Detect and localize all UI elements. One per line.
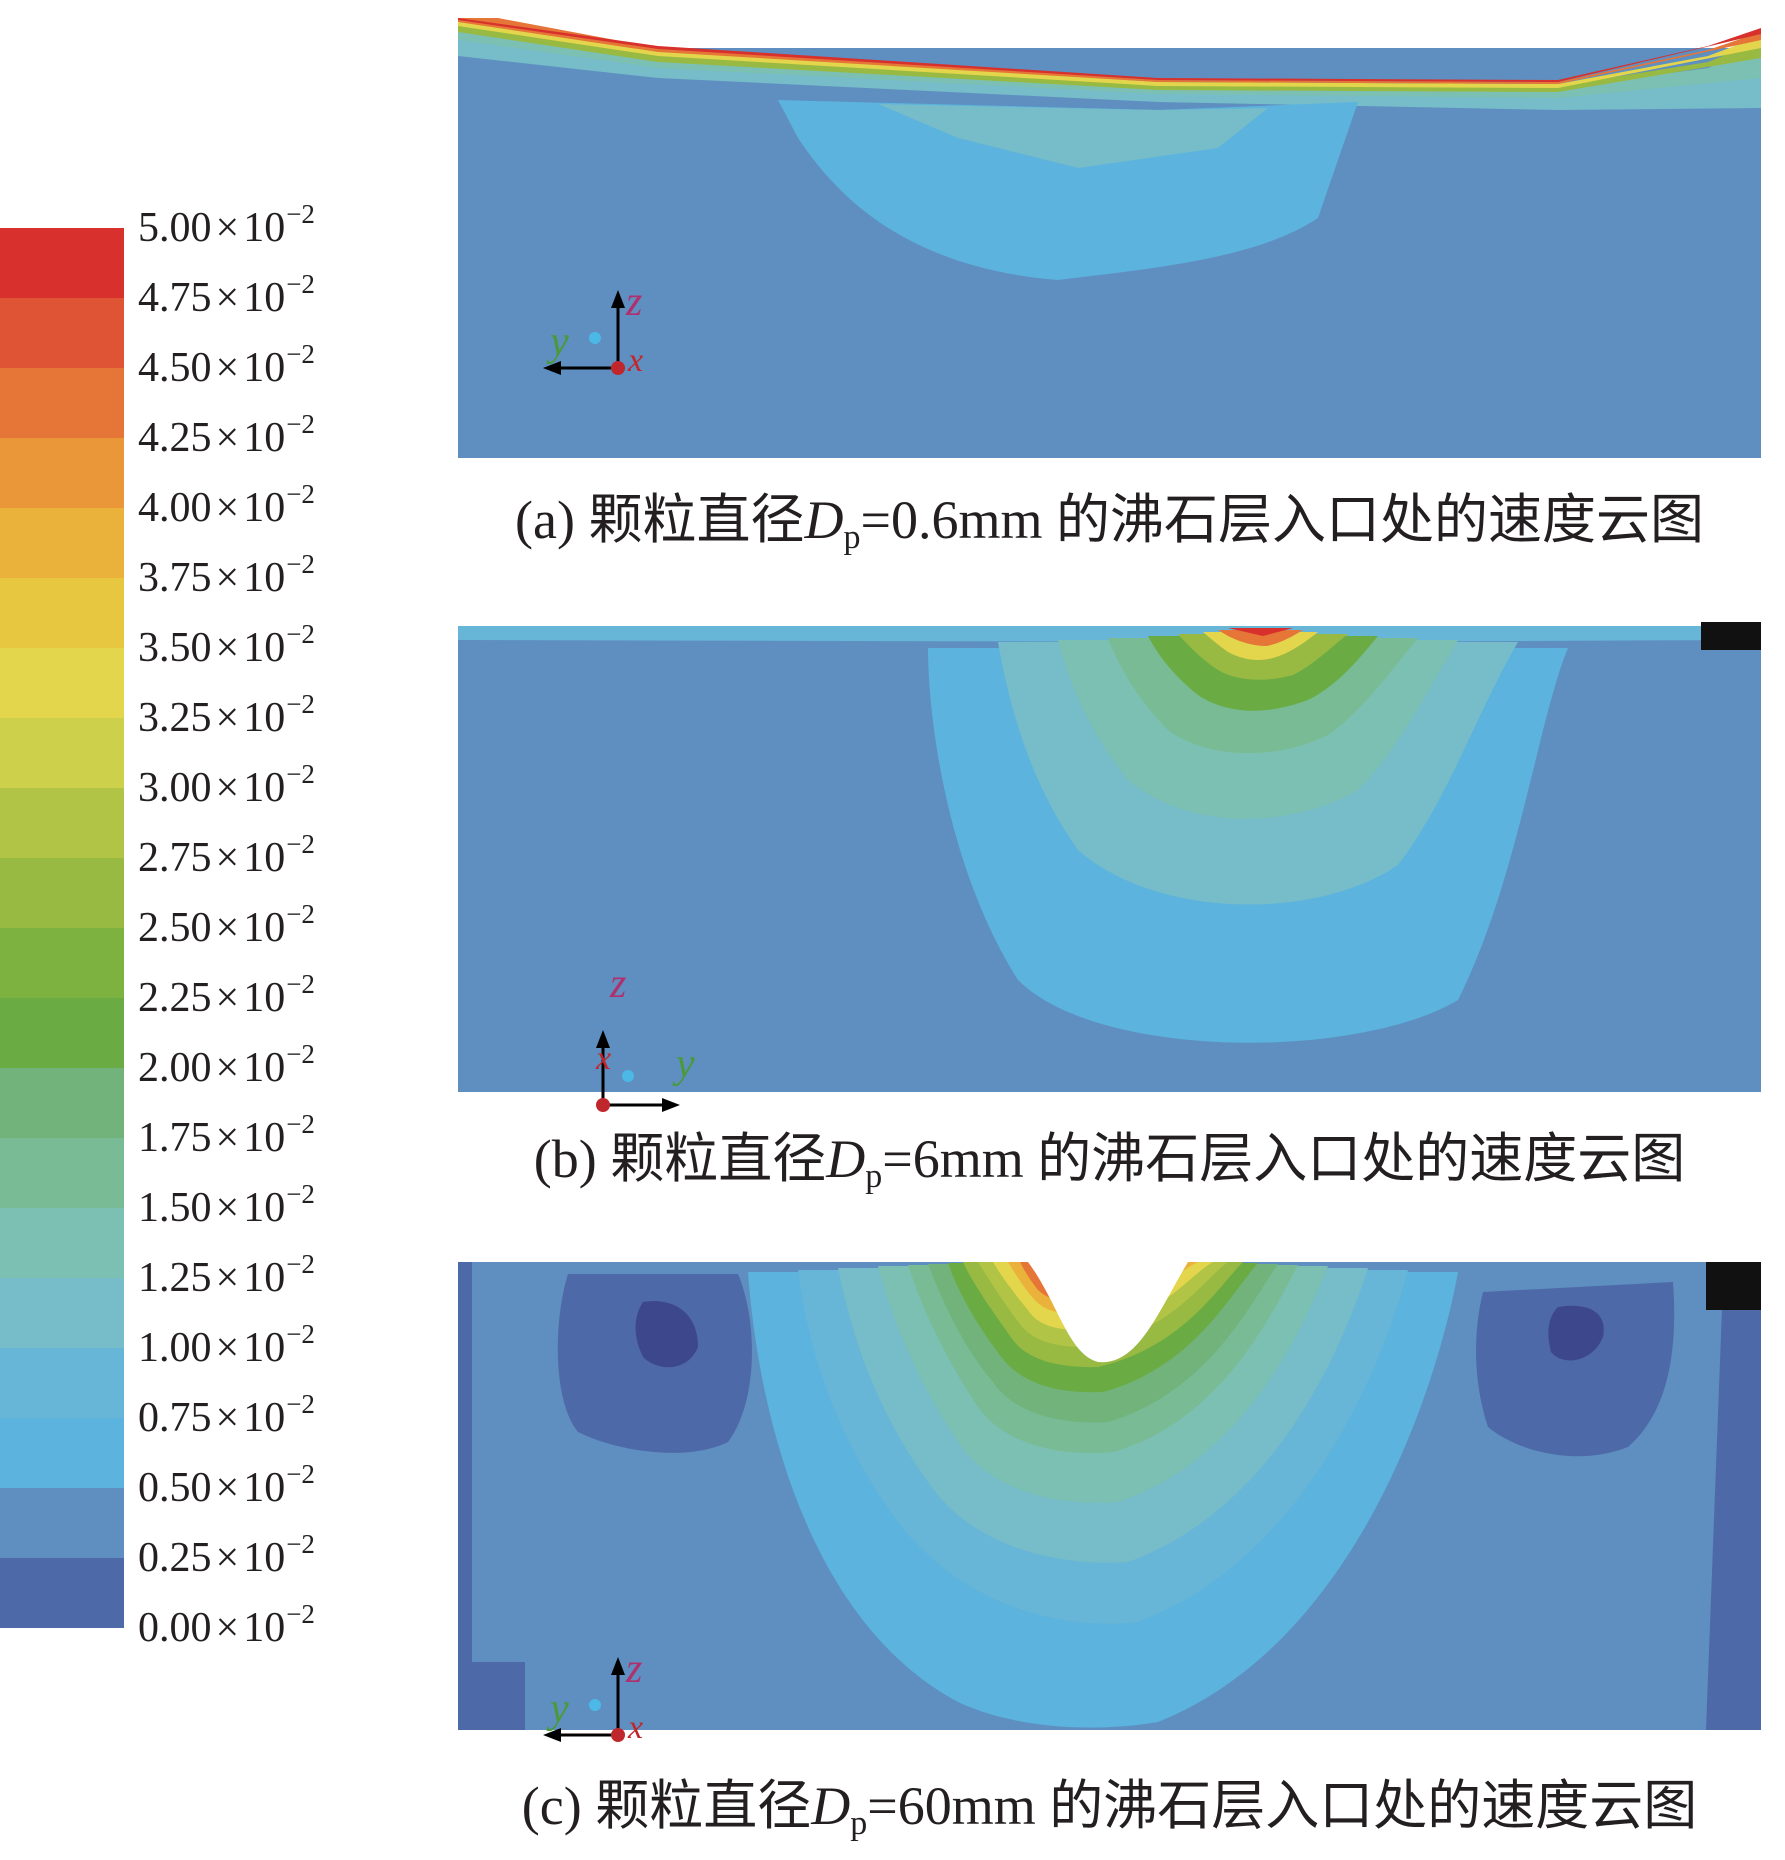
velocity-contour-a xyxy=(458,18,1761,458)
legend-swatch xyxy=(0,1488,124,1558)
legend-swatch xyxy=(0,1208,124,1278)
legend-tick-label: 3.00×10−2 xyxy=(138,759,315,811)
color-legend: 5.00×10−2 4.75×10−2 4.50×10−2 4.25×10−2 4.00… xyxy=(0,201,380,1649)
caption-label: (b) xyxy=(533,1129,597,1189)
legend-tick-label: 3.50×10−2 xyxy=(138,619,315,671)
axis-triad-b xyxy=(596,1030,680,1112)
legend-tick-label: 4.75×10−2 xyxy=(138,269,315,321)
legend-swatch xyxy=(0,1418,124,1488)
legend-tick-label: 2.75×10−2 xyxy=(138,829,315,881)
axis-triad-a xyxy=(543,290,625,375)
axis-label-x: x xyxy=(628,1709,644,1746)
legend-swatch xyxy=(0,368,124,438)
caption-dp-sub: p xyxy=(865,1158,883,1195)
caption-c: (c) 颗粒直径Dp=60mm 的沸石层入口处的速度云图 xyxy=(458,1779,1761,1841)
caption-text: 颗粒直径 xyxy=(595,1776,812,1836)
legend-tick-label: 0.75×10−2 xyxy=(138,1389,315,1441)
contour-panel-b: z y x (b) 颗粒直径Dp=6mm 的沸石层入口处的速度云图 xyxy=(458,620,1761,1198)
legend-swatch xyxy=(0,228,124,298)
caption-label: (c) xyxy=(521,1776,582,1836)
axis-triad-c xyxy=(543,1657,625,1742)
caption-dp: D xyxy=(826,1129,866,1189)
legend-tick-label: 1.25×10−2 xyxy=(138,1249,315,1301)
legend-tick-label: 2.50×10−2 xyxy=(138,899,315,951)
legend-swatch xyxy=(0,508,124,578)
legend-swatch xyxy=(0,1068,124,1138)
caption-text-2: =60mm 的沸石层入口处的速度云图 xyxy=(867,1776,1698,1836)
legend-swatch xyxy=(0,998,124,1068)
legend-swatch xyxy=(0,718,124,788)
caption-text: 颗粒直径 xyxy=(610,1129,827,1189)
axis-label-y: y xyxy=(550,319,569,365)
caption-b: (b) 颗粒直径Dp=6mm 的沸石层入口处的速度云图 xyxy=(458,1132,1761,1194)
axis-label-y: y xyxy=(550,1686,569,1732)
legend-tick-label: 4.00×10−2 xyxy=(138,479,315,531)
legend-tick-label: 0.00×10−2 xyxy=(138,1599,315,1651)
legend-tick-label: 1.75×10−2 xyxy=(138,1109,315,1161)
caption-dp-sub: p xyxy=(850,1805,868,1842)
caption-text: 颗粒直径 xyxy=(588,490,805,550)
legend-swatch xyxy=(0,1558,124,1628)
legend-swatch xyxy=(0,788,124,858)
axis-label-z: z xyxy=(610,961,627,1007)
velocity-contour-b xyxy=(458,622,1761,1092)
contour-panel-c: z y x (c) 颗粒直径Dp=60mm 的沸石层入口处的速度云图 xyxy=(458,1262,1761,1852)
legend-swatch xyxy=(0,578,124,648)
legend-tick-label: 2.00×10−2 xyxy=(138,1039,315,1091)
legend-swatch xyxy=(0,298,124,368)
legend-swatch xyxy=(0,438,124,508)
legend-swatch xyxy=(0,858,124,928)
legend-swatch xyxy=(0,648,124,718)
caption-text-2: =0.6mm 的沸石层入口处的速度云图 xyxy=(860,490,1704,550)
caption-dp: D xyxy=(811,1776,851,1836)
legend-tick-label: 2.25×10−2 xyxy=(138,969,315,1021)
axis-label-y: y xyxy=(676,1041,695,1087)
caption-text-2: =6mm 的沸石层入口处的速度云图 xyxy=(882,1129,1686,1189)
legend-swatch xyxy=(0,1348,124,1418)
caption-dp: D xyxy=(804,490,844,550)
contour-panel-a: z y x (a) 颗粒直径Dp=0.6mm 的沸石层入口处的速度云图 xyxy=(458,18,1761,558)
legend-swatch xyxy=(0,1278,124,1348)
velocity-contour-c xyxy=(458,1262,1761,1730)
legend-tick-label: 0.25×10−2 xyxy=(138,1529,315,1581)
axis-label-x: x xyxy=(628,342,644,379)
axis-label-z: z xyxy=(626,1646,643,1692)
legend-tick-label: 4.50×10−2 xyxy=(138,339,315,391)
legend-tick-label: 3.75×10−2 xyxy=(138,549,315,601)
caption-dp-sub: p xyxy=(843,519,861,556)
axis-label-x: x xyxy=(596,1040,612,1077)
axis-label-z: z xyxy=(626,279,643,325)
legend-tick-label: 0.50×10−2 xyxy=(138,1459,315,1511)
legend-swatch xyxy=(0,1138,124,1208)
legend-tick-label: 5.00×10−2 xyxy=(138,199,315,251)
legend-tick-label: 1.00×10−2 xyxy=(138,1319,315,1371)
legend-tick-label: 3.25×10−2 xyxy=(138,689,315,741)
legend-tick-label: 1.50×10−2 xyxy=(138,1179,315,1231)
caption-a: (a) 颗粒直径Dp=0.6mm 的沸石层入口处的速度云图 xyxy=(458,493,1761,555)
legend-tick-label: 4.25×10−2 xyxy=(138,409,315,461)
legend-swatch xyxy=(0,928,124,998)
caption-label: (a) xyxy=(515,490,575,550)
